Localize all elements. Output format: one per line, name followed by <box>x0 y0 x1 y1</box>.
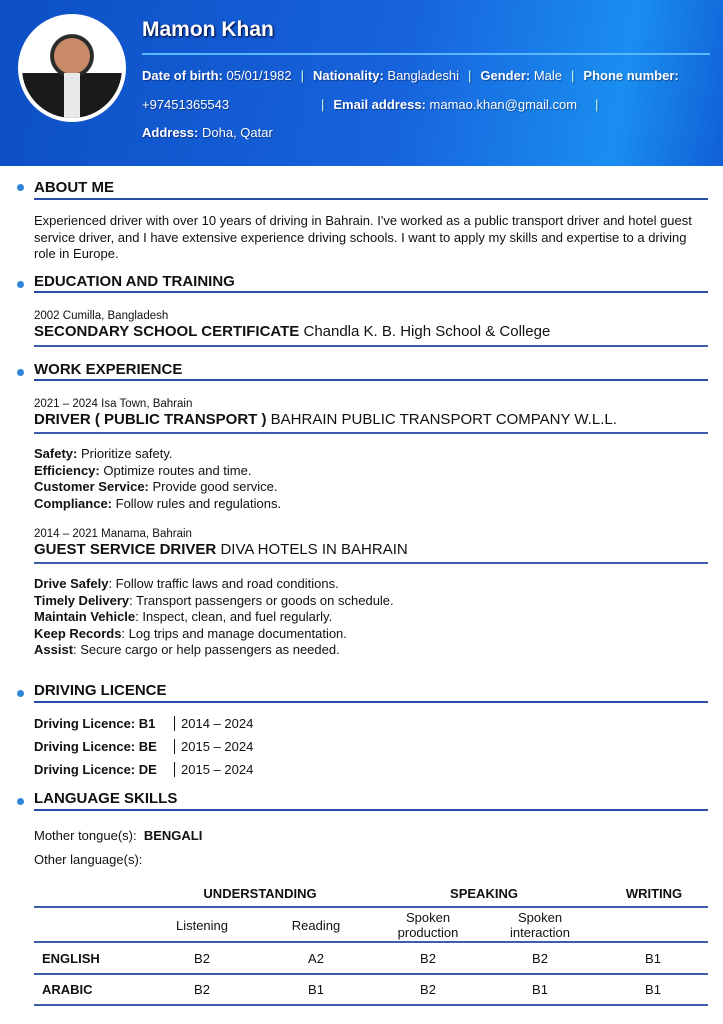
email-link[interactable]: mamao.khan@gmail.com <box>429 97 578 112</box>
section-divider <box>34 198 708 200</box>
divider <box>34 973 708 975</box>
dob: 05/01/1982 <box>226 68 292 83</box>
degree: SECONDARY SCHOOL CERTIFICATE <box>34 323 300 340</box>
duty-item: Efficiency: Optimize routes and time. <box>34 462 252 478</box>
divider <box>34 345 708 347</box>
personal-info-row-3: Address: Doha, Qatar <box>142 125 273 140</box>
duty-item: Maintain Vehicle: Inspect, clean, and fu… <box>34 609 333 624</box>
subhead-listening: Listening <box>175 918 229 933</box>
phone: +97451365543 <box>142 97 230 112</box>
section-title-education: EDUCATION AND TRAINING <box>34 273 235 290</box>
licence-row: Driving Licence: DE 2015 – 2024 <box>34 762 254 777</box>
level-cell: B1 <box>532 982 548 997</box>
job-duties: Safety: Prioritize safety. Efficiency: O… <box>34 446 281 512</box>
dob-label: Date of birth: <box>142 68 223 83</box>
personal-info-row-1: Date of birth: 05/01/1982 | Nationality: B… <box>142 68 679 83</box>
job-role: DRIVER ( PUBLIC TRANSPORT ) <box>34 411 267 428</box>
divider <box>34 906 708 908</box>
email-label: Email address: <box>333 97 426 112</box>
about-text: Experienced driver with over 10 years of… <box>34 213 692 261</box>
duty-item: Drive Safely: Follow traffic laws and ro… <box>34 576 339 591</box>
section-title-licence: DRIVING LICENCE <box>34 682 167 699</box>
subhead-spoken-interaction: Spoken interaction <box>510 910 570 940</box>
level-cell: B2 <box>420 951 436 966</box>
duty-item: Keep Records: Log trips and manage docum… <box>34 625 347 641</box>
licence-row: Driving Licence: BE 2015 – 2024 <box>34 739 254 754</box>
section-divider <box>34 379 708 381</box>
level-cell: B2 <box>532 951 548 966</box>
level-cell: B2 <box>194 951 210 966</box>
section-title-work: WORK EXPERIENCE <box>34 361 183 378</box>
subhead-spoken-production: Spoken production <box>397 910 459 940</box>
divider <box>34 1004 708 1006</box>
divider <box>34 432 708 434</box>
language-name: ENGLISH <box>42 951 100 966</box>
level-cell: A2 <box>308 951 324 966</box>
address: Doha, Qatar <box>201 125 273 140</box>
level-cell: B1 <box>645 982 661 997</box>
candidate-name: Mamon Khan <box>142 18 274 41</box>
school: Chandla K. B. High School & College <box>303 323 551 340</box>
section-divider <box>34 701 708 703</box>
job-meta: 2014 – 2021 Manama, Bahrain <box>34 528 192 540</box>
personal-info-row-2: +97451365543 | Email address: mamao.khan@g… <box>142 97 599 112</box>
address-label: Address: <box>142 125 199 140</box>
education-entry: SECONDARY SCHOOL CERTIFICATE Chandla K. … <box>34 323 551 341</box>
job-employer: DIVA HOTELS IN BAHRAIN <box>220 541 408 558</box>
group-understanding: UNDERSTANDING <box>203 886 317 901</box>
duty-item: Timely Delivery: Transport passengers or… <box>34 592 394 608</box>
bullet-icon <box>17 690 24 697</box>
duty-item: Compliance: Follow rules and regulations… <box>34 495 282 511</box>
section-divider <box>34 809 708 811</box>
bullet-icon <box>17 184 24 191</box>
phone-label: Phone number: <box>583 68 679 83</box>
job-duties: Drive Safely: Follow traffic laws and ro… <box>34 576 394 659</box>
profile-photo <box>18 14 126 122</box>
duty-item: Customer Service: Provide good service. <box>34 479 278 494</box>
subhead-reading: Reading <box>291 918 341 933</box>
level-cell: B2 <box>420 982 436 997</box>
gender-label: Gender: <box>480 68 531 83</box>
job-title: DRIVER ( PUBLIC TRANSPORT ) BAHRAIN PUBL… <box>34 411 617 429</box>
bullet-icon <box>17 798 24 805</box>
divider <box>34 562 708 564</box>
level-cell: B1 <box>308 982 324 997</box>
job-title: GUEST SERVICE DRIVER DIVA HOTELS IN BAHR… <box>34 541 408 559</box>
duty-item: Assist: Secure cargo or help passengers … <box>34 642 340 657</box>
bullet-icon <box>17 369 24 376</box>
level-cell: B1 <box>645 951 661 966</box>
job-role: GUEST SERVICE DRIVER <box>34 541 217 558</box>
section-title-about: ABOUT ME <box>34 179 114 196</box>
language-name: ARABIC <box>42 982 93 997</box>
gender: Male <box>533 68 563 83</box>
divider <box>34 941 708 943</box>
nationality: Bangladeshi <box>387 68 459 83</box>
header-divider <box>142 53 710 55</box>
other-languages-label: Other language(s): <box>34 852 143 867</box>
job-employer: BAHRAIN PUBLIC TRANSPORT COMPANY W.L.L. <box>270 411 617 428</box>
nationality-label: Nationality: <box>312 68 384 83</box>
level-cell: B2 <box>194 982 210 997</box>
bullet-icon <box>17 281 24 288</box>
mother-tongue: Mother tongue(s): BENGALI <box>34 828 203 843</box>
job-meta: 2021 – 2024 Isa Town, Bahrain <box>34 398 193 410</box>
section-title-languages: LANGUAGE SKILLS <box>34 790 178 807</box>
education-meta: 2002 Cumilla, Bangladesh <box>34 310 169 322</box>
group-speaking: SPEAKING <box>450 886 518 901</box>
licence-row: Driving Licence: B1 2014 – 2024 <box>34 716 254 731</box>
duty-item: Safety: Prioritize safety. <box>34 446 173 461</box>
section-divider <box>34 291 708 293</box>
group-writing: WRITING <box>625 886 683 901</box>
